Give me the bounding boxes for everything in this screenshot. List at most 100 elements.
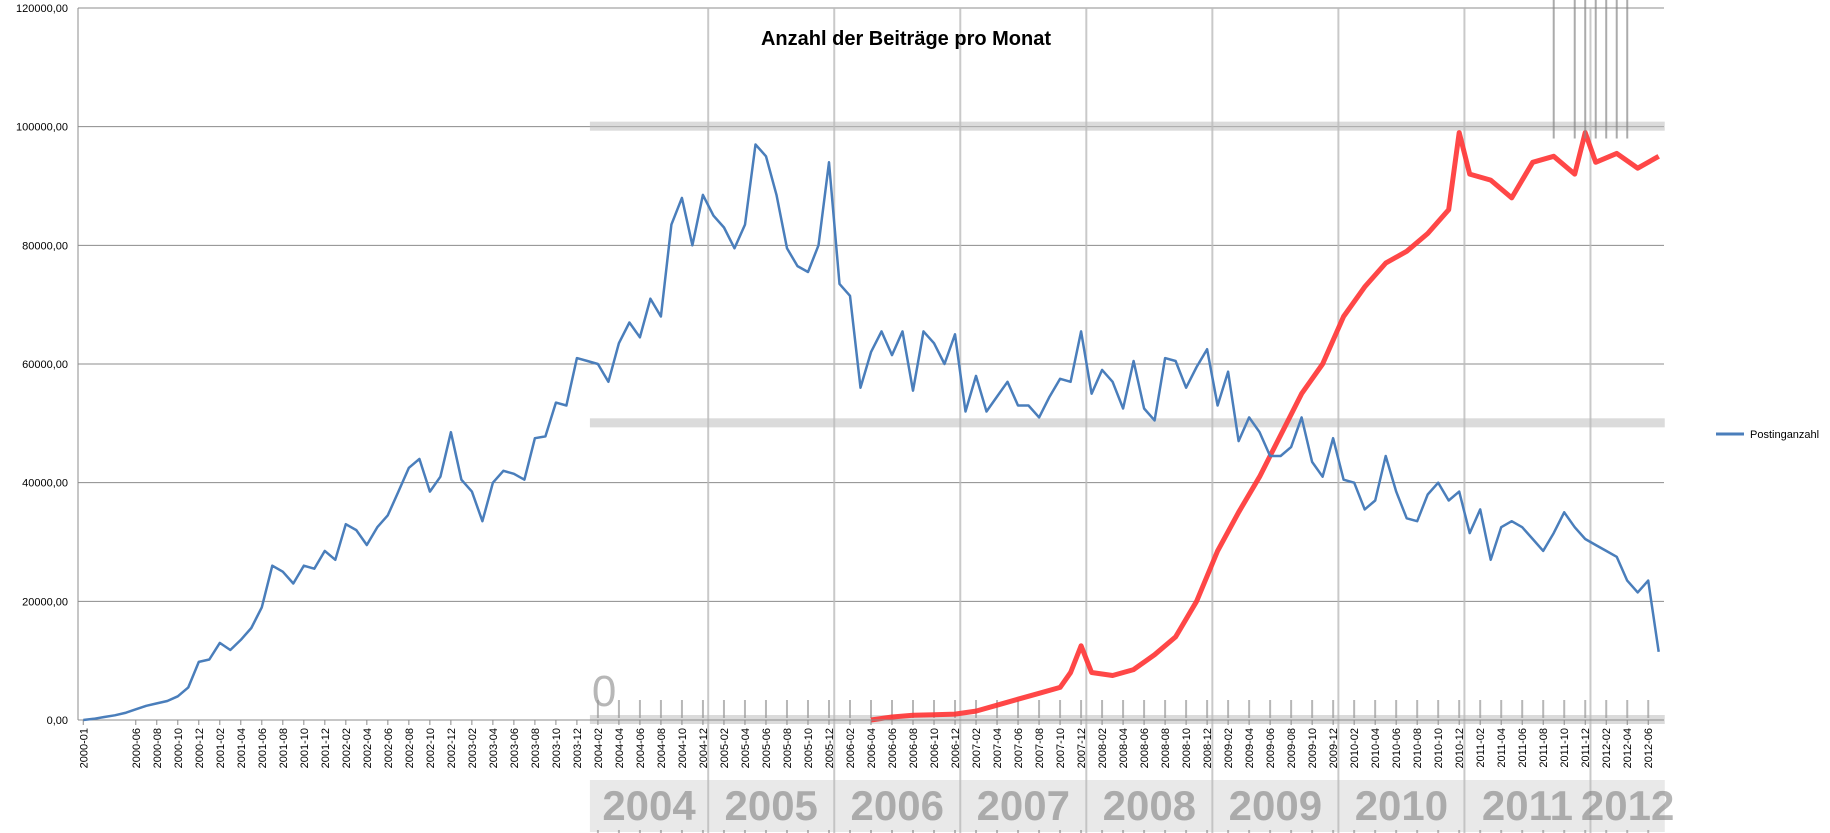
year-label: 2006	[851, 782, 944, 829]
year-label: 2007	[977, 782, 1070, 829]
x-tick-label: 2000-12	[194, 728, 206, 768]
x-tick-label: 2004-12	[698, 728, 710, 768]
x-tick-label: 2012-04	[1622, 728, 1634, 768]
x-tick-label: 2007-02	[971, 728, 983, 768]
x-tick-label: 2007-08	[1034, 728, 1046, 768]
x-tick-label: 2000-01	[78, 728, 90, 768]
x-tick-label: 2008-10	[1181, 728, 1193, 768]
x-tick-label: 2001-12	[320, 728, 332, 768]
x-tick-label: 2008-12	[1202, 728, 1214, 768]
x-tick-label: 2001-04	[236, 728, 248, 768]
gridlines	[78, 7, 1664, 721]
x-tick-label: 2003-04	[488, 728, 500, 768]
x-tick-label: 2012-02	[1601, 728, 1613, 768]
x-tick-label: 2000-08	[152, 728, 164, 768]
x-tick-label: 2002-02	[341, 728, 353, 768]
x-tick-label: 2005-12	[824, 728, 836, 768]
year-band	[589, 780, 1665, 832]
x-tick-label: 2002-06	[383, 728, 395, 768]
x-tick-label: 2011-08	[1538, 728, 1550, 768]
x-tick-label: 2010-12	[1454, 728, 1466, 768]
x-tick-label: 2005-04	[740, 728, 752, 768]
x-tick-label: 2009-10	[1307, 728, 1319, 768]
x-tick-label: 2003-02	[467, 728, 479, 768]
x-tick-label: 2006-02	[845, 728, 857, 768]
x-tick-label: 2005-02	[719, 728, 731, 768]
series-line	[83, 143, 1660, 722]
x-tick-label: 2007-04	[992, 728, 1004, 768]
x-tick-label: 2004-08	[656, 728, 668, 768]
x-tick-label: 2007-06	[1013, 728, 1025, 768]
series-layer	[83, 143, 1660, 722]
x-tick-label: 2011-06	[1517, 728, 1529, 768]
x-tick-label: 2010-10	[1433, 728, 1445, 768]
x-tick-label: 2011-02	[1475, 728, 1487, 768]
x-tick-label: 2006-04	[866, 728, 878, 768]
year-overlay: 2004 2005 2006 2007 2008 2009 2010 2011 2012 0	[589, 0, 1674, 833]
year-label: 2009	[1229, 782, 1322, 829]
x-tick-label: 2006-12	[950, 728, 962, 768]
x-tick-label: 2006-08	[908, 728, 920, 768]
x-tick-label: 2011-04	[1496, 728, 1508, 768]
x-tick-label: 2004-06	[635, 728, 647, 768]
x-tick-label: 2002-10	[425, 728, 437, 768]
x-tick-label: 2007-12	[1076, 728, 1088, 768]
year-label: 2005	[724, 782, 817, 829]
overlay-guide	[589, 121, 1665, 131]
x-tick-label: 2009-08	[1286, 728, 1298, 768]
year-label: 2010	[1355, 782, 1448, 829]
x-axis: 2000-01 2000-06 2000-08 2000-10 2000-12 2001-…	[78, 719, 1664, 768]
x-tick-label: 2001-08	[278, 728, 290, 768]
legend-label: Postinganzahl	[1750, 429, 1819, 441]
year-label: 2012	[1581, 782, 1674, 829]
x-tick-label: 2011-10	[1559, 728, 1571, 768]
overlay-guide	[589, 418, 1665, 428]
x-tick-label: 2001-06	[257, 728, 269, 768]
y-tick-label: 100000,00	[16, 122, 68, 134]
x-tick-label: 2002-04	[362, 728, 374, 768]
x-tick-label: 2008-02	[1097, 728, 1109, 768]
x-tick-label: 2006-06	[887, 728, 899, 768]
y-tick-label: 120000,00	[16, 3, 68, 15]
x-tick-label: 2010-06	[1391, 728, 1403, 768]
x-tick-label: 2003-12	[572, 728, 584, 768]
x-tick-label: 2008-06	[1139, 728, 1151, 768]
x-tick-label: 2000-06	[131, 728, 143, 768]
x-tick-label: 2008-08	[1160, 728, 1172, 768]
x-tick-label: 2002-08	[404, 728, 416, 768]
y-tick-label: 80000,00	[22, 240, 68, 252]
x-tick-label: 2010-08	[1412, 728, 1424, 768]
x-tick-label: 2003-06	[509, 728, 521, 768]
x-tick-label: 2006-10	[929, 728, 941, 768]
year-label: 2004	[602, 782, 696, 829]
x-tick-label: 2007-10	[1055, 728, 1067, 768]
x-tick-label: 2000-10	[173, 728, 185, 768]
x-tick-label: 2005-06	[761, 728, 773, 768]
year-label: 2008	[1103, 782, 1196, 829]
y-tick-label: 40000,00	[22, 478, 68, 490]
year-label: 2011	[1482, 782, 1573, 829]
legend: Postinganzahl	[1716, 429, 1819, 441]
x-tick-label: 2003-08	[530, 728, 542, 768]
x-tick-label: 2010-02	[1349, 728, 1361, 768]
x-tick-label: 2010-04	[1370, 728, 1382, 768]
x-tick-label: 2008-04	[1118, 728, 1130, 768]
y-tick-label: 60000,00	[22, 359, 68, 371]
x-tick-label: 2003-10	[551, 728, 563, 768]
x-tick-label: 2009-06	[1265, 728, 1277, 768]
x-tick-label: 2012-06	[1643, 728, 1655, 768]
x-tick-label: 2004-04	[614, 728, 626, 768]
chart-title: Anzahl der Beiträge pro Monat	[761, 28, 1051, 50]
x-tick-label: 2005-10	[803, 728, 815, 768]
x-tick-label: 2002-12	[446, 728, 458, 768]
x-tick-label: 2009-04	[1244, 728, 1256, 768]
y-axis: 0,00 20000,00 40000,00 60000,00 80000,00 1000…	[16, 3, 79, 727]
x-tick-label: 2004-02	[593, 728, 605, 768]
y-tick-label: 0,00	[47, 715, 68, 727]
x-tick-label: 2001-10	[299, 728, 311, 768]
x-tick-label: 2009-12	[1328, 728, 1340, 768]
x-tick-label: 2011-12	[1580, 728, 1592, 768]
x-tick-label: 2005-08	[782, 728, 794, 768]
y-tick-label: 20000,00	[22, 596, 68, 608]
